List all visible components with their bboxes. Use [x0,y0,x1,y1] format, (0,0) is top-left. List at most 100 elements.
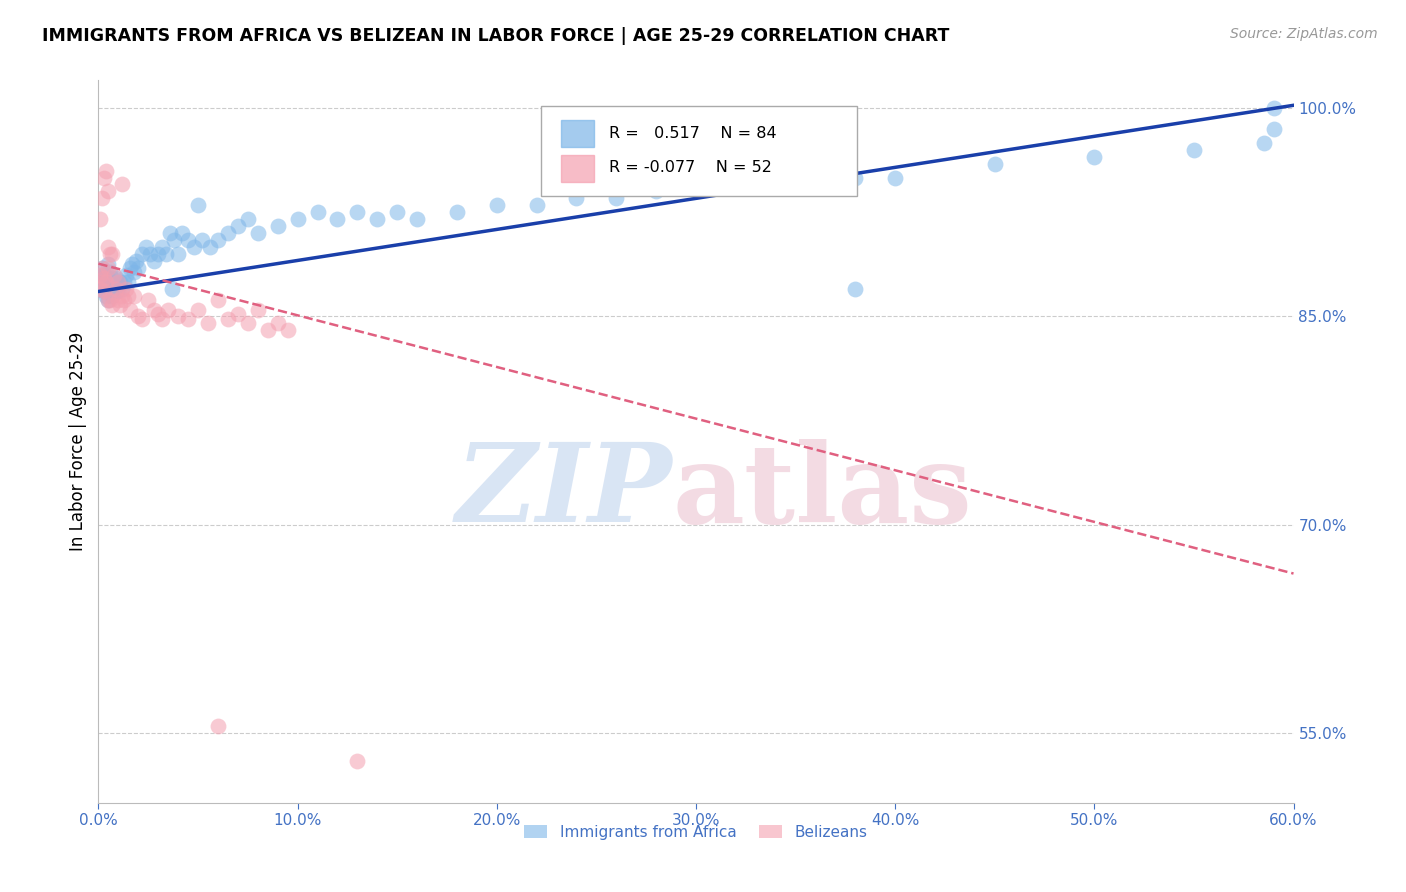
Point [89,268,111,282]
Point [112,293,135,307]
Point [183,240,205,254]
Point [103,282,125,296]
Point [246,302,269,317]
FancyBboxPatch shape [561,120,595,147]
Point [446,205,468,219]
Text: R = -0.077    N = 52: R = -0.077 N = 52 [609,161,772,175]
Point [127,310,149,324]
Point [485,198,508,212]
Point [120,302,142,317]
Point [127,260,149,275]
Point [107,285,129,299]
Point [125,253,148,268]
Point [98,293,122,307]
Point [884,170,907,185]
Point [101,270,124,285]
Point [565,191,588,205]
Point [135,240,157,254]
Point [110,275,132,289]
Point [117,288,139,302]
Point [93,268,115,282]
Point [143,302,166,317]
Point [93,170,115,185]
Point [93,270,115,285]
Point [984,156,1007,170]
Point [89,282,111,296]
Point [139,247,162,261]
Point [96,288,118,302]
Point [236,317,259,331]
Point [844,282,866,296]
Point [287,212,309,227]
Point [98,247,122,261]
Point [103,275,125,289]
Point [131,247,153,261]
Point [159,226,181,240]
Point [97,293,120,307]
Point [121,257,143,271]
Point [172,226,194,240]
Point [97,185,120,199]
Point [167,310,190,324]
Point [685,185,707,199]
Point [198,240,221,254]
Point [256,323,278,337]
Point [101,247,124,261]
Point [326,212,349,227]
Point [307,205,329,219]
Point [110,298,132,312]
Point [98,265,122,279]
Point [131,312,153,326]
Text: Source: ZipAtlas.com: Source: ZipAtlas.com [1230,27,1378,41]
Point [366,212,388,227]
Point [207,719,229,733]
Point [385,205,409,219]
Point [96,275,118,289]
Point [93,285,115,299]
Text: R =   0.517    N = 84: R = 0.517 N = 84 [609,126,776,141]
Point [96,275,118,289]
Point [93,270,115,285]
Point [207,293,229,307]
Point [91,191,114,205]
Point [844,170,866,185]
Point [724,178,747,192]
FancyBboxPatch shape [561,154,595,182]
Point [1182,143,1205,157]
Point [97,260,120,275]
Point [645,185,668,199]
Point [226,307,249,321]
Point [267,219,290,234]
Point [150,240,173,254]
Point [217,226,239,240]
Point [89,212,111,227]
Point [1083,150,1105,164]
Point [111,282,134,296]
Y-axis label: In Labor Force | Age 25-29: In Labor Force | Age 25-29 [69,332,87,551]
Point [117,275,139,289]
Point [101,288,124,302]
Point [187,302,209,317]
Point [96,282,118,296]
Point [124,288,146,302]
Text: atlas: atlas [672,439,972,546]
Point [346,205,368,219]
Point [226,219,249,234]
Point [91,275,114,289]
Point [160,282,183,296]
Point [177,312,200,326]
Point [101,298,124,312]
Text: ZIP: ZIP [456,438,672,546]
Point [277,323,299,337]
Point [97,293,120,307]
Text: IMMIGRANTS FROM AFRICA VS BELIZEAN IN LABOR FORCE | AGE 25-29 CORRELATION CHART: IMMIGRANTS FROM AFRICA VS BELIZEAN IN LA… [42,27,949,45]
Point [111,178,134,192]
Point [91,260,114,275]
Legend: Immigrants from Africa, Belizeans: Immigrants from Africa, Belizeans [519,819,873,846]
Point [115,282,138,296]
Point [1263,122,1285,136]
Point [406,212,429,227]
Point [107,293,129,307]
Point [115,268,138,282]
Point [150,312,173,326]
